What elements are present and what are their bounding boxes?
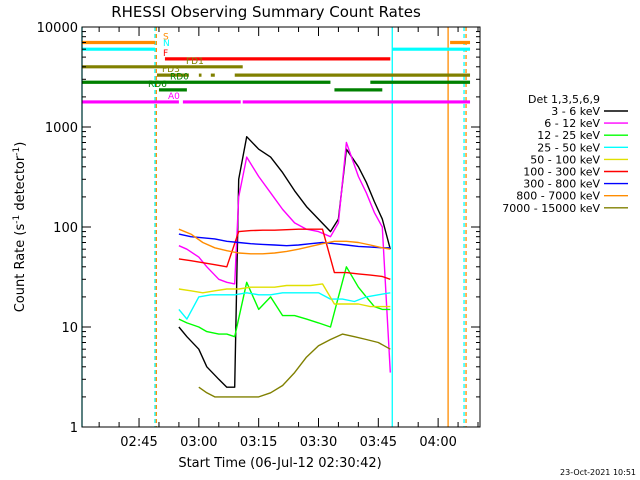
legend-label: 25 - 50 keV: [537, 141, 600, 154]
legend-label: 50 - 100 keV: [530, 153, 600, 166]
flag-label-fd3: FD3: [162, 65, 180, 75]
x-tick-label: 03:45: [360, 435, 397, 450]
y-axis-label-part: detector: [13, 155, 28, 215]
x-tick-label: 03:30: [300, 435, 337, 450]
chart-title: RHESSI Observing Summary Count Rates: [111, 3, 421, 21]
flag-label-fd1: FD1: [186, 57, 204, 67]
y-axis-label-part: -1: [12, 215, 22, 224]
series-line-9: [198, 333, 391, 398]
x-axis-label: Start Time (06-Jul-12 02:30:42): [178, 456, 381, 471]
legend-title: Det 1,3,5,6,9: [528, 93, 600, 106]
series-line-4: [178, 292, 391, 320]
legend-label: 300 - 800 keV: [523, 178, 600, 191]
x-tick-label: 02:45: [120, 435, 157, 450]
legend-label: 6 - 12 keV: [544, 117, 600, 130]
flag-label-rd0: RD0: [170, 72, 189, 82]
x-tick-label: 03:00: [180, 435, 217, 450]
y-tick-label: 10: [61, 321, 78, 336]
legend-label: 3 - 6 keV: [551, 105, 600, 118]
y-tick-label: 100: [53, 221, 78, 236]
series-line-8: [178, 228, 391, 255]
y-tick-label: 10000: [37, 21, 78, 36]
flag-label-rd6: RD6: [148, 80, 167, 90]
axes: 1 10 100 1000 10000 02:45 03:00 03:15 03:30 03:45…: [37, 21, 481, 450]
legend-label: 100 - 300 keV: [523, 166, 600, 179]
series-line-5: [178, 283, 391, 308]
series-line-6: [178, 228, 391, 280]
flag-label-f: F: [163, 49, 168, 59]
legend-label: 800 - 7000 keV: [516, 190, 600, 203]
series-line-7: [178, 233, 391, 249]
legend-label: 12 - 25 keV: [537, 129, 600, 142]
y-axis-label-part: -1: [12, 147, 22, 156]
y-tick-label: 1000: [45, 121, 78, 136]
y-axis-label-part: Count Rate (s: [13, 224, 28, 313]
x-tick-label: 03:15: [240, 435, 277, 450]
y-axis-label: Count Rate (s-1 detector-1): [12, 142, 28, 313]
series-line-2: [178, 141, 391, 373]
series-line-1: [178, 135, 391, 388]
flag-label-n: N: [163, 39, 170, 49]
flag-label-a0: A0: [168, 92, 180, 102]
legend-label: 7000 - 15000 keV: [502, 202, 600, 215]
series-line-3: [178, 266, 391, 338]
y-tick-label: 1: [70, 421, 78, 436]
x-tick-label: 04:00: [419, 435, 456, 450]
footer-date: 23-Oct-2021 10:51: [560, 468, 636, 477]
flag-label-s: S: [163, 32, 169, 42]
y-axis-label-part: ): [13, 142, 28, 147]
